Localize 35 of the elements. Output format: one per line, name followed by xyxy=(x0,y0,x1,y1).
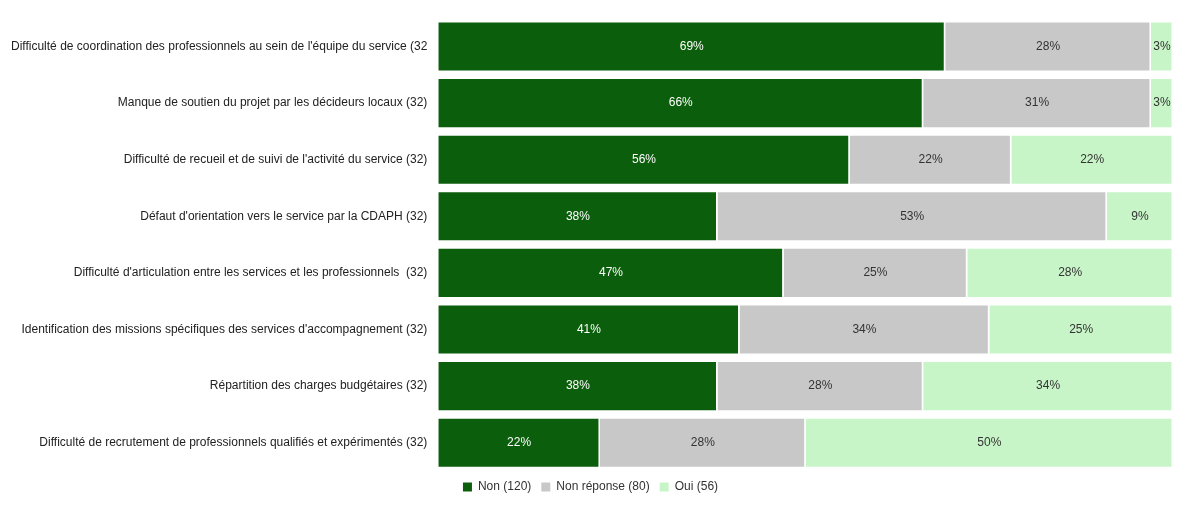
y-tick-label: Difficulté de recrutement de professionnels qualifiés et expérimentés (32) xyxy=(39,435,428,450)
data-label: 25% xyxy=(1069,321,1094,336)
data-label: 22% xyxy=(918,152,943,167)
data-label: 9% xyxy=(1131,208,1149,223)
data-label: 3% xyxy=(1153,95,1171,110)
data-label: 22% xyxy=(1080,152,1105,167)
legend-label: Non (120) xyxy=(477,479,532,494)
data-label: 56% xyxy=(632,152,657,167)
y-tick-label: Défaut d'orientation vers le service par la CDAPH (32) xyxy=(140,208,428,223)
y-tick-label: Manque de soutien du projet par les décideurs locaux (32) xyxy=(117,95,428,110)
data-label: 34% xyxy=(852,321,877,336)
y-tick-label: Difficulté de coordination des professionnels au sein de l'équipe du service (32 xyxy=(11,38,428,53)
y-tick-label: Identification des missions spécifiques des services d'accompagnement (32) xyxy=(21,321,428,336)
data-label: 3% xyxy=(1153,38,1171,53)
legend-label: Non réponse (80) xyxy=(556,479,650,494)
data-label: 47% xyxy=(598,265,624,280)
data-label: 34% xyxy=(1036,378,1061,393)
data-label: 28% xyxy=(1036,38,1061,53)
data-label: 25% xyxy=(863,265,888,280)
data-label: 66% xyxy=(668,95,694,110)
y-tick-label: Difficulté de recueil et de suivi de l'activité du service (32) xyxy=(123,152,428,167)
data-label: 38% xyxy=(565,208,591,223)
data-label: 41% xyxy=(576,321,602,336)
data-label: 69% xyxy=(679,38,705,53)
legend-label: Oui (56) xyxy=(674,479,719,494)
data-label: 50% xyxy=(977,435,1002,450)
data-label: 31% xyxy=(1025,95,1050,110)
y-tick-label: Difficulté d'articulation entre les services et les professionnels (32) xyxy=(73,265,428,280)
data-label: 53% xyxy=(900,208,925,223)
data-label: 28% xyxy=(1058,265,1083,280)
data-label: 28% xyxy=(808,378,833,393)
y-tick-label: Répartition des charges budgétaires (32) xyxy=(209,378,428,393)
data-label: 28% xyxy=(690,435,716,450)
data-label: 38% xyxy=(565,378,591,393)
data-label: 22% xyxy=(507,435,532,450)
